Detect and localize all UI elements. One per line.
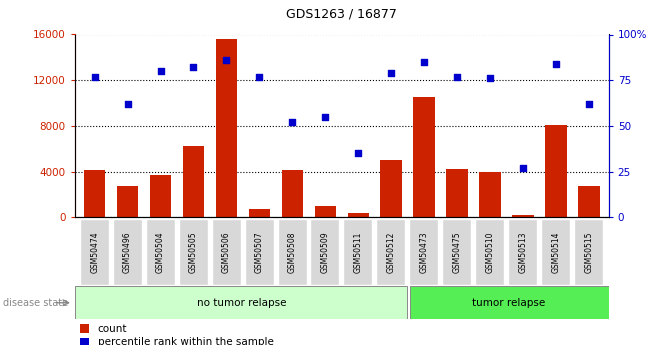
Text: GSM50511: GSM50511 — [353, 231, 363, 273]
Point — [518, 165, 528, 171]
Point — [485, 76, 495, 81]
Bar — [249, 209, 270, 217]
FancyBboxPatch shape — [146, 219, 174, 285]
FancyBboxPatch shape — [541, 219, 570, 285]
Point — [353, 150, 363, 156]
Bar — [578, 187, 600, 217]
FancyBboxPatch shape — [410, 286, 609, 319]
FancyBboxPatch shape — [409, 219, 438, 285]
FancyBboxPatch shape — [311, 219, 339, 285]
Text: no tumor relapse: no tumor relapse — [197, 298, 286, 308]
FancyBboxPatch shape — [376, 219, 406, 285]
Text: GSM50514: GSM50514 — [551, 231, 561, 273]
Point — [254, 74, 264, 79]
Point — [452, 74, 462, 79]
Text: GSM50509: GSM50509 — [321, 231, 330, 273]
Bar — [546, 125, 566, 217]
Bar — [413, 97, 435, 217]
Bar — [215, 39, 237, 217]
FancyBboxPatch shape — [113, 219, 142, 285]
Bar — [117, 187, 138, 217]
FancyBboxPatch shape — [442, 219, 471, 285]
Text: GSM50473: GSM50473 — [420, 231, 428, 273]
Bar — [150, 175, 171, 217]
FancyBboxPatch shape — [344, 219, 372, 285]
Point — [188, 65, 199, 70]
Text: disease state: disease state — [3, 298, 68, 308]
Point — [122, 101, 133, 107]
Point — [419, 59, 430, 65]
Text: GSM50513: GSM50513 — [518, 231, 527, 273]
FancyBboxPatch shape — [75, 286, 407, 319]
Text: GSM50508: GSM50508 — [288, 231, 297, 273]
Bar — [348, 213, 369, 217]
FancyBboxPatch shape — [212, 219, 241, 285]
FancyBboxPatch shape — [277, 219, 307, 285]
Text: GSM50512: GSM50512 — [387, 231, 396, 273]
Text: GSM50504: GSM50504 — [156, 231, 165, 273]
Point — [89, 74, 100, 79]
Bar — [314, 206, 336, 217]
Bar — [512, 215, 534, 217]
Text: GDS1263 / 16877: GDS1263 / 16877 — [286, 8, 397, 21]
Point — [221, 57, 232, 63]
Text: GSM50507: GSM50507 — [255, 231, 264, 273]
Bar — [84, 170, 105, 217]
Point — [386, 70, 396, 76]
Point — [551, 61, 561, 67]
Text: GSM50474: GSM50474 — [90, 231, 99, 273]
Legend: count, percentile rank within the sample: count, percentile rank within the sample — [80, 324, 273, 345]
Text: GSM50506: GSM50506 — [222, 231, 231, 273]
Bar — [479, 171, 501, 217]
FancyBboxPatch shape — [475, 219, 505, 285]
Point — [584, 101, 594, 107]
FancyBboxPatch shape — [80, 219, 109, 285]
FancyBboxPatch shape — [178, 219, 208, 285]
Point — [320, 114, 331, 120]
Text: GSM50475: GSM50475 — [452, 231, 462, 273]
Point — [287, 119, 298, 125]
Bar — [282, 170, 303, 217]
Bar — [447, 169, 468, 217]
Text: tumor relapse: tumor relapse — [472, 298, 546, 308]
FancyBboxPatch shape — [245, 219, 273, 285]
Text: GSM50505: GSM50505 — [189, 231, 198, 273]
Text: GSM50496: GSM50496 — [123, 231, 132, 273]
Bar — [380, 160, 402, 217]
Text: GSM50515: GSM50515 — [585, 231, 594, 273]
Text: GSM50510: GSM50510 — [486, 231, 495, 273]
Point — [156, 68, 166, 74]
FancyBboxPatch shape — [574, 219, 603, 285]
FancyBboxPatch shape — [508, 219, 537, 285]
Bar — [183, 147, 204, 217]
